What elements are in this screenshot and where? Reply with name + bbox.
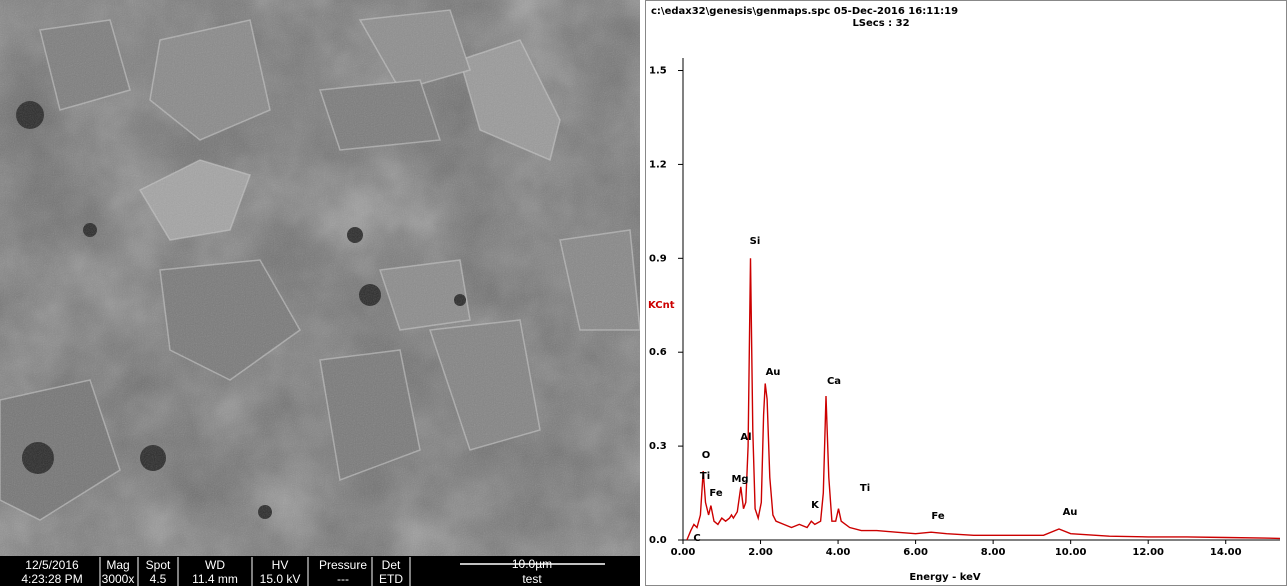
info-value: 4:23:28 PM <box>21 572 82 586</box>
chart-title: c:\edax32\genesis\genmaps.spc 05-Dec-201… <box>651 6 958 17</box>
chart: c:\edax32\genesis\genmaps.spc 05-Dec-201… <box>645 0 1287 586</box>
peak-label: C <box>693 533 700 544</box>
peak-label: Fe <box>931 511 944 522</box>
y-axis-label: KCnt <box>648 300 675 311</box>
info-value: --- <box>337 572 349 586</box>
info-header: Pressure <box>319 558 367 572</box>
info-value: 15.0 kV <box>260 572 301 586</box>
y-tick-label: 0.6 <box>649 347 667 358</box>
x-tick-label: 4.00 <box>826 547 851 558</box>
x-tick-label: 8.00 <box>981 547 1006 558</box>
info-value: 3000x <box>102 572 135 586</box>
info-header: Spot <box>146 558 171 572</box>
peak-label: Ti <box>700 471 710 482</box>
chart-subtitle: LSecs : 32 <box>852 18 909 29</box>
peak-label: Si <box>750 236 761 247</box>
x-tick-label: 14.00 <box>1210 547 1242 558</box>
peak-label: Ti <box>860 483 870 494</box>
info-header: WD <box>205 558 225 572</box>
peak-label: O <box>702 450 711 461</box>
peak-label: Au <box>766 367 781 378</box>
x-axis-label: Energy - keV <box>909 572 981 583</box>
peak-label: Mg <box>731 474 748 485</box>
x-tick-label: 12.00 <box>1132 547 1164 558</box>
info-header: Det <box>382 558 401 572</box>
y-tick-label: 0.9 <box>649 253 667 264</box>
peak-label: K <box>811 500 820 511</box>
y-tick-label: 1.2 <box>649 159 667 170</box>
info-value: 4.5 <box>150 572 167 586</box>
info-header: Mag <box>106 558 129 572</box>
peak-label: Fe <box>709 488 722 499</box>
peak-label: Al <box>740 432 751 443</box>
x-tick-label: 6.00 <box>903 547 928 558</box>
x-tick-label: 10.00 <box>1055 547 1087 558</box>
peak-label: Au <box>1063 507 1078 518</box>
info-value: 11.4 mm <box>192 572 238 586</box>
y-tick-label: 0.3 <box>649 441 667 452</box>
info-header: HV <box>272 558 289 572</box>
x-tick-label: 2.00 <box>748 547 773 558</box>
info-value: ETD <box>379 572 403 586</box>
image-label: test <box>522 572 542 586</box>
page: {"sem_image": { "info_headers": ["12/5/2… <box>0 0 1287 586</box>
sem-image: 12/5/2016 Mag Spot WD HV Pressure Det 4:23:28 P… <box>0 0 640 586</box>
y-tick-label: 0.0 <box>649 535 667 546</box>
y-tick-label: 1.5 <box>649 66 667 77</box>
info-header: 12/5/2016 <box>25 558 79 572</box>
peak-label: Ca <box>827 376 841 387</box>
x-tick-label: 0.00 <box>671 547 696 558</box>
sem-texture <box>0 0 640 560</box>
